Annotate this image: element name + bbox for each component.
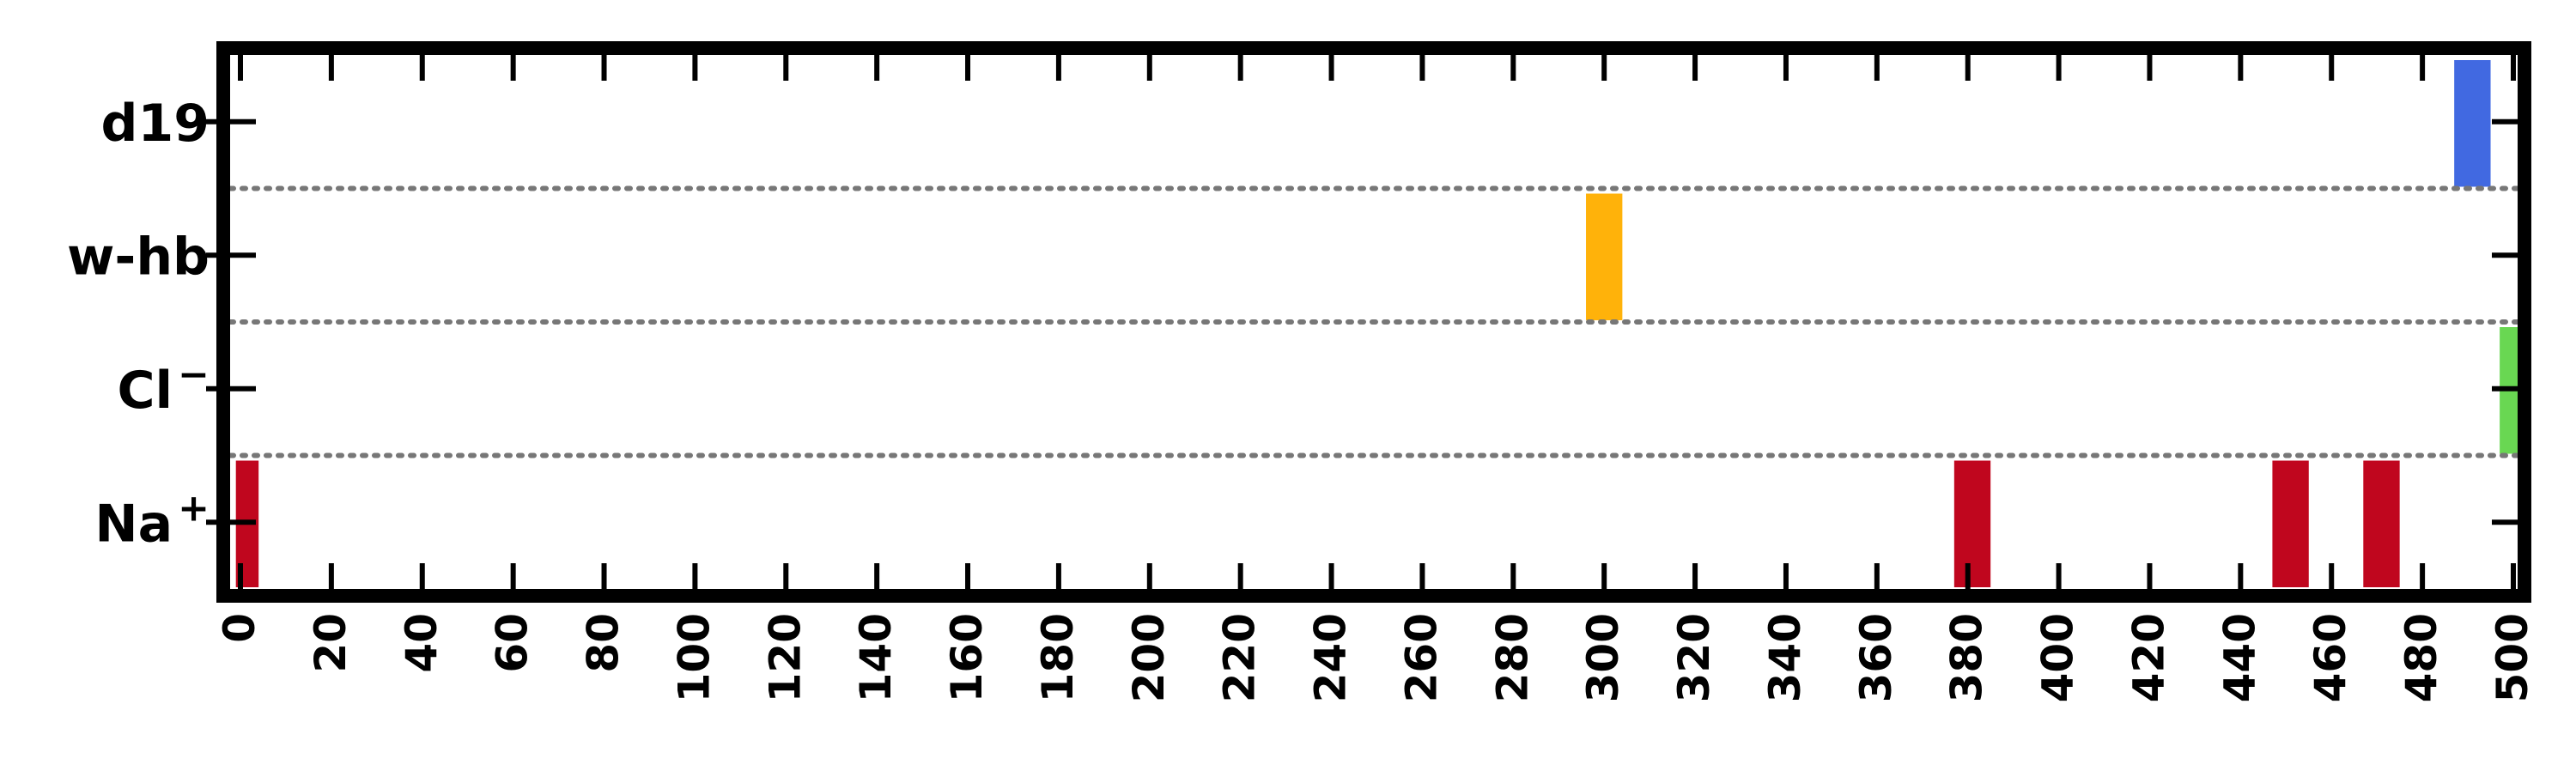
x-tick-label-20: 20 — [306, 613, 355, 673]
x-tick-label-40: 40 — [397, 613, 447, 673]
x-tick-label-280: 280 — [1487, 613, 1537, 702]
y-label-text: Na — [94, 494, 173, 554]
x-tick-label-240: 240 — [1306, 613, 1356, 702]
x-tick-label-220: 220 — [1215, 613, 1265, 702]
x-tick-label-360: 360 — [1851, 613, 1901, 702]
plot-frame — [216, 41, 2531, 603]
y-tick-label-w-hb: w-hb — [67, 227, 210, 287]
y-label-text: w-hb — [67, 227, 210, 287]
event-bar-na-2 — [2272, 460, 2309, 587]
x-tick-label-120: 120 — [760, 613, 810, 702]
event-bar-w-hb-0 — [1586, 193, 1623, 320]
y-tick-label-cl: Cl − — [118, 353, 210, 421]
x-tick-labels: 0 20 40 60 80 100 120 140 160 180 200 220 240 260 280 3… — [215, 613, 2537, 702]
x-tick-label-400: 400 — [2033, 613, 2083, 702]
y-tick-label-na: Na + — [94, 486, 210, 554]
y-tick-labels: Na + Cl − w-hb d19 — [67, 94, 210, 555]
event-bar-na-1 — [1953, 460, 1991, 587]
x-tick-label-260: 260 — [1396, 613, 1446, 702]
y-label-superscript: − — [178, 353, 210, 397]
x-tick-label-80: 80 — [579, 613, 629, 673]
y-label-superscript: + — [178, 486, 210, 530]
x-tick-label-340: 340 — [1760, 613, 1810, 702]
event-bars — [235, 60, 2518, 587]
y-tick-label-d19: d19 — [101, 94, 210, 154]
x-tick-label-100: 100 — [669, 613, 719, 702]
x-tick-label-420: 420 — [2123, 613, 2173, 702]
x-tick-label-460: 460 — [2306, 613, 2355, 702]
x-tick-label-160: 160 — [942, 613, 992, 702]
x-tick-label-180: 180 — [1033, 613, 1083, 702]
y-label-text: Cl — [118, 361, 173, 421]
x-tick-label-0: 0 — [215, 613, 264, 643]
x-tick-label-300: 300 — [1578, 613, 1628, 702]
event-bar-d19-0 — [2454, 60, 2491, 187]
axis-ticks — [206, 55, 2518, 589]
x-tick-label-380: 380 — [1942, 613, 1992, 702]
x-tick-label-500: 500 — [2488, 613, 2537, 702]
x-tick-label-320: 320 — [1669, 613, 1719, 702]
x-tick-label-200: 200 — [1124, 613, 1174, 702]
x-tick-label-60: 60 — [488, 613, 538, 673]
row-separators — [228, 185, 2520, 458]
x-tick-label-440: 440 — [2215, 613, 2264, 702]
event-bar-na-3 — [2363, 460, 2400, 587]
x-tick-label-480: 480 — [2397, 613, 2446, 702]
x-tick-label-140: 140 — [851, 613, 901, 702]
y-label-text: d19 — [101, 94, 210, 154]
